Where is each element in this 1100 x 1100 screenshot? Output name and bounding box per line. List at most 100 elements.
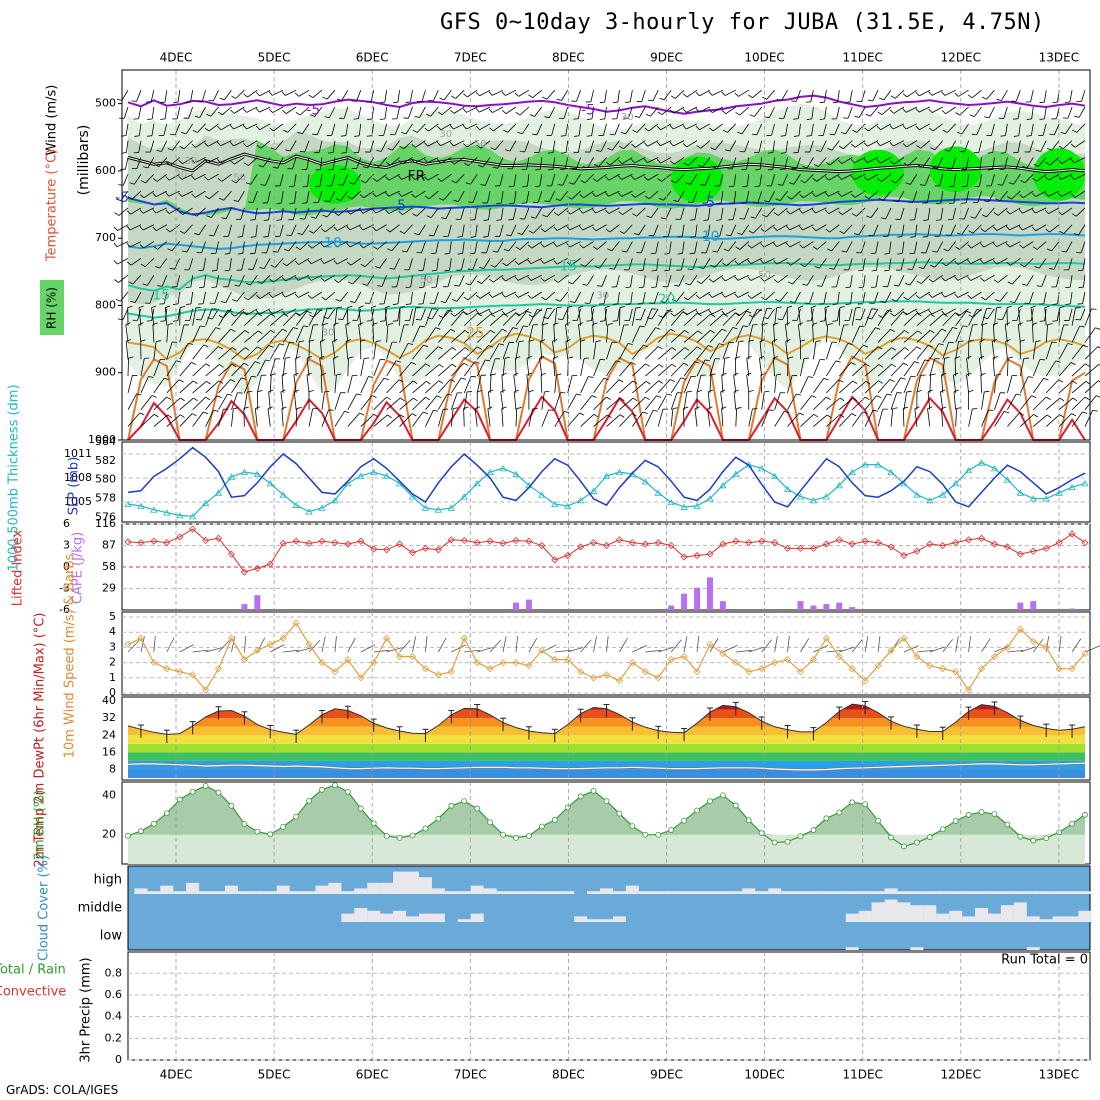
wind-barb <box>1032 359 1041 377</box>
wind-barb <box>885 207 892 219</box>
wind-barb <box>596 173 607 182</box>
wind-barb <box>724 356 730 359</box>
wind-barb <box>257 313 272 326</box>
wind-barb <box>686 390 692 393</box>
rh-point <box>668 827 675 833</box>
wind-barb <box>233 123 245 130</box>
wind-barb <box>360 414 375 427</box>
wind-barb <box>191 158 196 164</box>
wind-barb <box>603 377 609 381</box>
wind-barb <box>530 216 536 219</box>
wind-barb <box>298 274 310 281</box>
wind-barb <box>685 282 691 286</box>
rh-point <box>474 805 481 812</box>
wind-barb <box>974 168 981 171</box>
wind-barb <box>130 207 142 215</box>
wind-barb <box>1031 192 1036 197</box>
wind-barb <box>647 157 659 163</box>
wind-barb <box>739 241 750 250</box>
wind-barb <box>670 160 675 165</box>
wind-barb <box>265 359 271 362</box>
wind-barb <box>839 306 845 309</box>
wind-barb <box>467 291 478 301</box>
wind-barb <box>389 133 395 136</box>
wind-barb <box>1052 101 1058 104</box>
surface-wind-barb <box>670 639 682 653</box>
wind-barb <box>341 152 347 154</box>
wind-barb <box>1018 305 1024 309</box>
wind-barb <box>997 207 1008 216</box>
wind-barb <box>203 258 206 271</box>
wind-barb <box>851 325 861 343</box>
wind-barb <box>674 308 685 317</box>
wind-barb <box>230 142 234 147</box>
wind-barb <box>1039 118 1045 120</box>
wind-barb <box>658 380 664 384</box>
wind-barb <box>660 301 666 303</box>
wind-barb <box>1063 224 1073 234</box>
wind-barb <box>851 307 856 326</box>
wind-barb <box>919 123 931 131</box>
wind-barb <box>981 308 987 326</box>
wind-barb <box>212 90 219 102</box>
wind-barb <box>840 131 846 135</box>
wind-barb <box>478 266 485 270</box>
wind-barb <box>269 343 280 360</box>
li-point <box>628 539 636 547</box>
wind-barb <box>347 375 353 394</box>
wind-barb <box>680 377 686 380</box>
wind-barb <box>896 291 905 302</box>
wind-barb <box>940 191 944 204</box>
wind-barb <box>267 224 271 237</box>
wind-barb <box>858 224 866 236</box>
wind-barb <box>479 123 491 131</box>
wind-barb <box>947 241 956 252</box>
wind-barb <box>347 412 360 427</box>
wind-barb <box>309 230 314 234</box>
wind-barb <box>748 389 754 393</box>
wind-barb <box>513 374 517 393</box>
surface-wind-barb <box>593 636 597 653</box>
wind-barb <box>927 406 933 410</box>
wind-barb <box>123 106 129 119</box>
wind-barb <box>754 106 763 117</box>
wind-barb <box>617 90 620 103</box>
wind-barb <box>420 308 426 321</box>
wind-barb <box>203 344 209 348</box>
wind-barb <box>927 207 931 220</box>
wind-barb <box>215 327 221 330</box>
wind-barb <box>347 196 353 200</box>
wind-barb <box>488 108 493 113</box>
wind-barb <box>843 224 853 234</box>
wind-barb <box>1059 397 1065 402</box>
wind-barb <box>1061 207 1073 216</box>
wind-barb <box>231 330 246 343</box>
wind-barb <box>621 173 633 180</box>
wind-point <box>396 652 404 661</box>
wind-barb <box>582 207 594 214</box>
wind-barb <box>372 322 378 325</box>
wind-barb <box>773 324 776 343</box>
wind-barb <box>906 390 912 393</box>
wind-barb <box>479 308 491 315</box>
surface-wind-barb <box>205 647 222 653</box>
wind-barb <box>553 260 558 265</box>
wind-barb <box>381 275 388 287</box>
wind-barb <box>169 173 180 181</box>
wind-barb <box>258 164 264 168</box>
wind-barb <box>277 157 284 169</box>
wind-barb <box>752 308 762 318</box>
wind-barb <box>231 311 244 326</box>
wind-barb <box>268 91 273 96</box>
wind-barb <box>709 328 723 343</box>
wind-barb <box>619 397 634 411</box>
wind-barb <box>683 296 689 301</box>
bottom-date-label: 5DEC <box>258 1068 291 1082</box>
rh-point <box>1082 811 1088 818</box>
wind-barb <box>346 261 352 266</box>
wind-barb <box>1061 173 1073 180</box>
wind-barb <box>218 393 228 410</box>
wind-barb <box>696 145 701 149</box>
wind-barb <box>269 328 283 343</box>
wind-barb <box>332 341 336 360</box>
